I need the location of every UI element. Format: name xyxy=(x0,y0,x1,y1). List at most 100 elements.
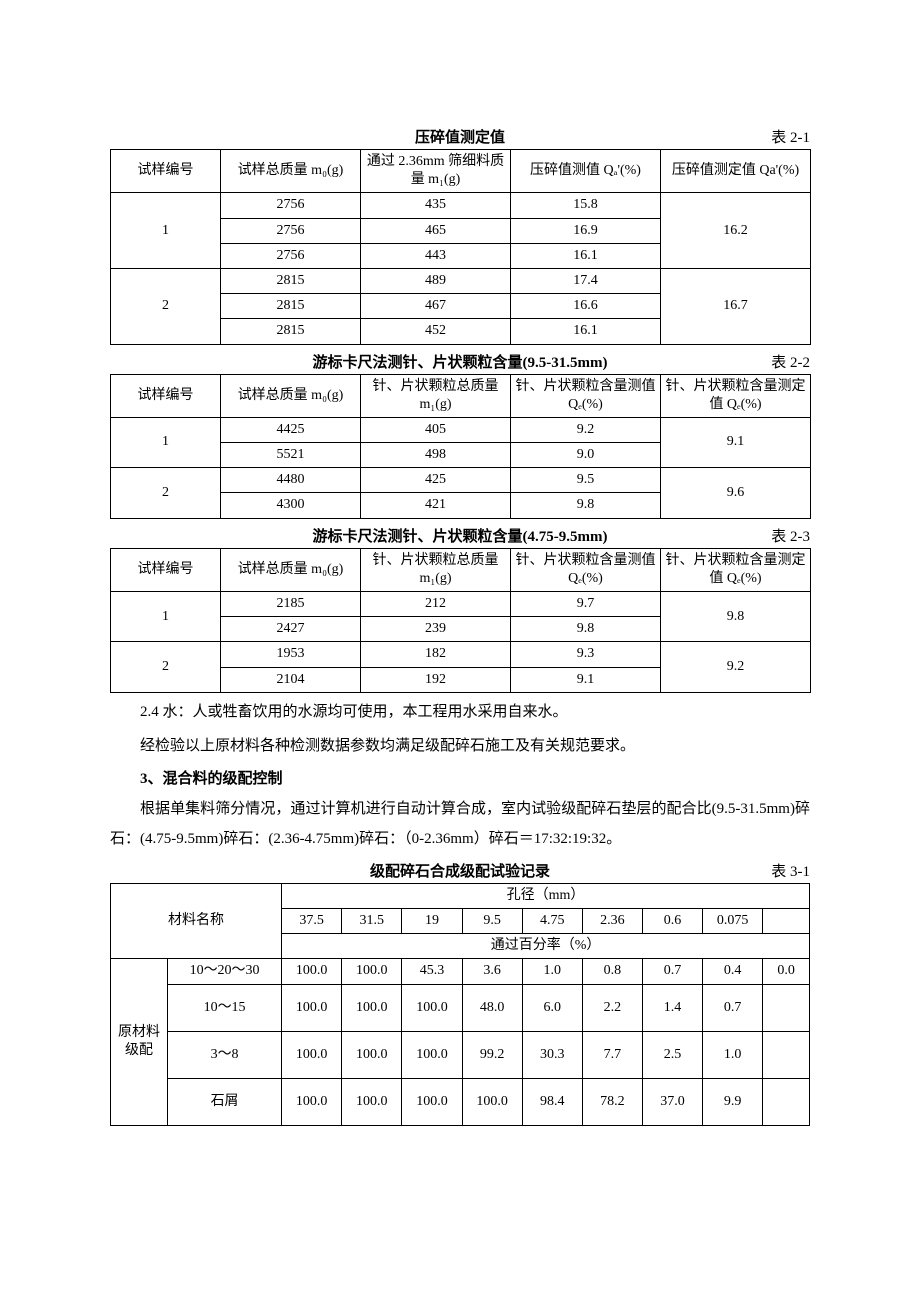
paragraph-verify: 经检验以上原材料各种检测数据参数均满足级配碎石施工及有关规范要求。 xyxy=(110,731,810,761)
table-3-1-title: 级配碎石合成级配试验记录 xyxy=(200,860,720,881)
col-header: 针、片状颗粒含量测值 Qₑ(%) xyxy=(511,374,661,417)
table-2-2: 试样编号 试样总质量 m₀(g) 针、片状颗粒总质量 m₁(g) 针、片状颗粒含… xyxy=(110,374,811,519)
table-row: 10～15 100.0 100.0 100.0 48.0 6.0 2.2 1.4… xyxy=(111,984,810,1031)
table-row: 2 2815 489 17.4 16.7 xyxy=(111,268,811,293)
table-3-1: 材料名称 孔径（mm） 37.5 31.5 19 9.5 4.75 2.36 0… xyxy=(110,883,810,1126)
cell: 2427 xyxy=(221,617,361,642)
col-header: 37.5 xyxy=(282,908,342,933)
paragraph-mix: 根据单集料筛分情况，通过计算机进行自动计算合成，室内试验级配碎石垫层的配合比(9… xyxy=(110,794,810,854)
paragraph-2-4: 2.4 水：人或牲畜饮用的水源均可使用，本工程用水采用自来水。 xyxy=(110,697,810,727)
cell: 7.7 xyxy=(582,1031,642,1078)
table-3-1-label: 表 3-1 xyxy=(720,860,810,881)
cell: 1 xyxy=(111,417,221,467)
col-header: 试样总质量 m₀(g) xyxy=(221,150,361,193)
cell: 9.1 xyxy=(511,667,661,692)
table-2-3: 试样编号 试样总质量 m₀(g) 针、片状颗粒总质量 m₁(g) 针、片状颗粒含… xyxy=(110,548,811,693)
cell: 421 xyxy=(361,493,511,518)
table-2-1-label: 表 2-1 xyxy=(720,126,810,147)
col-header: 31.5 xyxy=(342,908,402,933)
cell: 9.0 xyxy=(511,443,661,468)
cell: 4480 xyxy=(221,468,361,493)
cell: 4425 xyxy=(221,417,361,442)
cell: 9.8 xyxy=(511,493,661,518)
cell: 443 xyxy=(361,243,511,268)
cell: 465 xyxy=(361,218,511,243)
col-header: 2.36 xyxy=(582,908,642,933)
col-header: 试样编号 xyxy=(111,548,221,591)
table-2-3-title: 游标卡尺法测针、片状颗粒含量(4.75-9.5mm) xyxy=(200,525,720,546)
table-row: 石屑 100.0 100.0 100.0 100.0 98.4 78.2 37.… xyxy=(111,1078,810,1125)
cell: 2756 xyxy=(221,193,361,218)
cell: 6.0 xyxy=(522,984,582,1031)
cell: 5521 xyxy=(221,443,361,468)
cell: 1 xyxy=(111,592,221,642)
col-header: 孔径（mm） xyxy=(282,883,810,908)
col-header: 压碎值测值 Qₐ'(%) xyxy=(511,150,661,193)
cell: 9.3 xyxy=(511,642,661,667)
cell: 0.8 xyxy=(582,959,642,984)
table-row: 1 2185 212 9.7 9.8 xyxy=(111,592,811,617)
col-header: 针、片状颗粒含量测定值 Qₑ(%) xyxy=(661,374,811,417)
cell: 2.2 xyxy=(582,984,642,1031)
cell: 石屑 xyxy=(168,1078,282,1125)
col-header: 试样编号 xyxy=(111,374,221,417)
cell: 3.6 xyxy=(462,959,522,984)
table-row: 2 4480 425 9.5 9.6 xyxy=(111,468,811,493)
col-header: 针、片状颗粒含量测定值 Qₑ(%) xyxy=(661,548,811,591)
cell: 425 xyxy=(361,468,511,493)
table-row: 3～8 100.0 100.0 100.0 99.2 30.3 7.7 2.5 … xyxy=(111,1031,810,1078)
table-3-1-caption: 级配碎石合成级配试验记录 表 3-1 xyxy=(110,860,810,881)
cell: 37.0 xyxy=(642,1078,702,1125)
document-page: 压碎值测定值 表 2-1 试样编号 试样总质量 m₀(g) 通过 2.36mm … xyxy=(0,0,920,1186)
cell: 4300 xyxy=(221,493,361,518)
table-header-row: 材料名称 孔径（mm） xyxy=(111,883,810,908)
cell: 100.0 xyxy=(342,984,402,1031)
cell: 100.0 xyxy=(342,1078,402,1125)
cell: 2 xyxy=(111,642,221,692)
cell: 452 xyxy=(361,319,511,344)
cell: 100.0 xyxy=(342,959,402,984)
col-header: 试样编号 xyxy=(111,150,221,193)
table-2-1-title: 压碎值测定值 xyxy=(200,126,720,147)
cell: 16.1 xyxy=(511,243,661,268)
cell: 1.4 xyxy=(642,984,702,1031)
cell: 100.0 xyxy=(342,1031,402,1078)
cell: 99.2 xyxy=(462,1031,522,1078)
cell: 9.9 xyxy=(703,1078,763,1125)
cell: 489 xyxy=(361,268,511,293)
cell: 原材料级配 xyxy=(111,959,168,1126)
table-2-2-label: 表 2-2 xyxy=(720,351,810,372)
cell: 100.0 xyxy=(282,984,342,1031)
col-header: 针、片状颗粒含量测值 Qₑ(%) xyxy=(511,548,661,591)
cell: 9.8 xyxy=(661,592,811,642)
col-header: 针、片状颗粒总质量 m₁(g) xyxy=(361,374,511,417)
table-header-row: 试样编号 试样总质量 m₀(g) 针、片状颗粒总质量 m₁(g) 针、片状颗粒含… xyxy=(111,548,811,591)
col-header: 材料名称 xyxy=(111,883,282,959)
cell xyxy=(763,1078,810,1125)
cell: 9.7 xyxy=(511,592,661,617)
cell: 16.1 xyxy=(511,319,661,344)
cell: 182 xyxy=(361,642,511,667)
table-header-row: 试样编号 试样总质量 m₀(g) 通过 2.36mm 筛细料质量 m₁(g) 压… xyxy=(111,150,811,193)
cell: 0.7 xyxy=(642,959,702,984)
cell: 239 xyxy=(361,617,511,642)
cell: 0.7 xyxy=(703,984,763,1031)
cell: 9.2 xyxy=(511,417,661,442)
cell: 9.1 xyxy=(661,417,811,467)
col-header: 试样总质量 m₀(g) xyxy=(221,374,361,417)
table-row: 1 2756 435 15.8 16.2 xyxy=(111,193,811,218)
cell: 1 xyxy=(111,193,221,269)
cell: 0.0 xyxy=(763,959,810,984)
table-2-2-caption: 游标卡尺法测针、片状颗粒含量(9.5-31.5mm) 表 2-2 xyxy=(110,351,810,372)
cell: 1953 xyxy=(221,642,361,667)
cell: 405 xyxy=(361,417,511,442)
cell: 16.2 xyxy=(661,193,811,269)
cell xyxy=(763,1031,810,1078)
table-row: 1 4425 405 9.2 9.1 xyxy=(111,417,811,442)
cell: 100.0 xyxy=(402,1031,462,1078)
section-3-heading: 3、混合料的级配控制 xyxy=(110,767,810,788)
col-header: 针、片状颗粒总质量 m₁(g) xyxy=(361,548,511,591)
table-header-row: 试样编号 试样总质量 m₀(g) 针、片状颗粒总质量 m₁(g) 针、片状颗粒含… xyxy=(111,374,811,417)
col-header: 压碎值测定值 Qa'(%) xyxy=(661,150,811,193)
col-header: 4.75 xyxy=(522,908,582,933)
